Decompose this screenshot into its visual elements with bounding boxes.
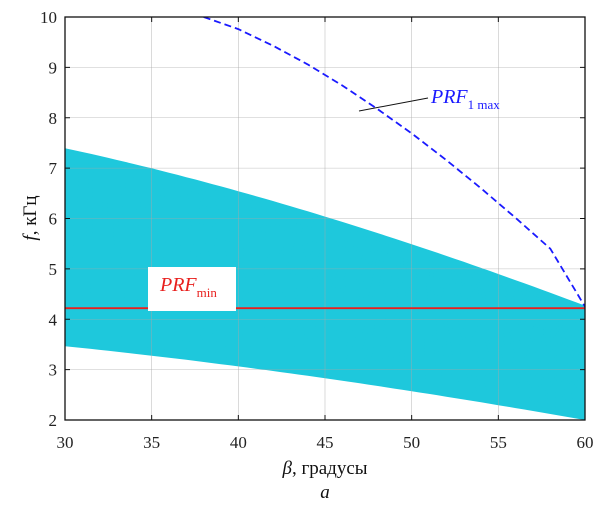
prf1max-label-main: PRF xyxy=(430,86,468,108)
band-33 xyxy=(65,205,585,345)
x-axis-label-text: , градусы xyxy=(292,458,368,479)
y-tick-labels: 2 3 4 5 6 7 8 9 10 xyxy=(40,8,58,430)
y-tick-label: 6 xyxy=(49,210,58,229)
y-tick-label: 5 xyxy=(49,260,58,279)
envelope-mask xyxy=(203,17,585,307)
band-42 xyxy=(65,171,585,324)
y-tick-label: 3 xyxy=(49,361,58,380)
y-tick-label: 2 xyxy=(49,411,58,430)
band-32 xyxy=(65,209,585,347)
x-tick-labels: 30 35 40 45 50 55 60 xyxy=(57,433,594,452)
band-43 xyxy=(65,167,585,321)
band-29 xyxy=(65,221,585,354)
band-35 xyxy=(65,198,585,340)
x-tick-label: 55 xyxy=(490,433,507,452)
band-44 xyxy=(65,163,585,319)
y-tick-label: 8 xyxy=(49,109,58,128)
x-axis-symbol: β xyxy=(281,458,292,479)
band-46 xyxy=(65,155,585,314)
grid xyxy=(65,17,585,420)
band-39 xyxy=(65,182,585,331)
band-34 xyxy=(65,202,585,343)
prfmin-label-bg xyxy=(148,267,236,311)
prfmin-label-main: PRF xyxy=(159,274,197,296)
y-axis-symbol: f xyxy=(20,233,41,241)
band-45 xyxy=(65,159,585,317)
band-30 xyxy=(65,217,585,352)
ticks xyxy=(64,16,586,421)
band-31 xyxy=(65,213,585,350)
prfmin-label: PRFmin xyxy=(159,274,217,300)
x-tick-label: 50 xyxy=(403,433,420,452)
band-26 xyxy=(65,232,585,362)
prf1max-leader-line xyxy=(358,97,429,112)
y-tick-label: 7 xyxy=(49,159,58,178)
x-tick-label: 35 xyxy=(143,433,160,452)
y-tick-label: 4 xyxy=(49,310,58,329)
prfmin-label-sub: min xyxy=(197,285,218,300)
caption: а xyxy=(320,482,330,503)
band-48 xyxy=(65,148,585,310)
x-axis-label: β, градусы xyxy=(281,458,367,479)
x-tick-label: 45 xyxy=(317,433,334,452)
y-tick-label: 10 xyxy=(40,8,57,27)
y-axis-label-text: , кГц xyxy=(20,195,41,235)
prf1max-label: PRF1 max xyxy=(430,86,500,112)
y-tick-label: 9 xyxy=(49,58,58,77)
x-tick-label: 40 xyxy=(230,433,247,452)
band-41 xyxy=(65,175,585,326)
band-40 xyxy=(65,178,585,328)
band-27 xyxy=(65,228,585,359)
x-tick-label: 30 xyxy=(57,433,74,452)
prf1max-line xyxy=(203,17,585,308)
prf1max-label-sub: 1 max xyxy=(468,97,501,112)
y-axis-label: f, кГц xyxy=(20,195,41,240)
band-28 xyxy=(65,225,585,357)
x-tick-label: 60 xyxy=(577,433,594,452)
